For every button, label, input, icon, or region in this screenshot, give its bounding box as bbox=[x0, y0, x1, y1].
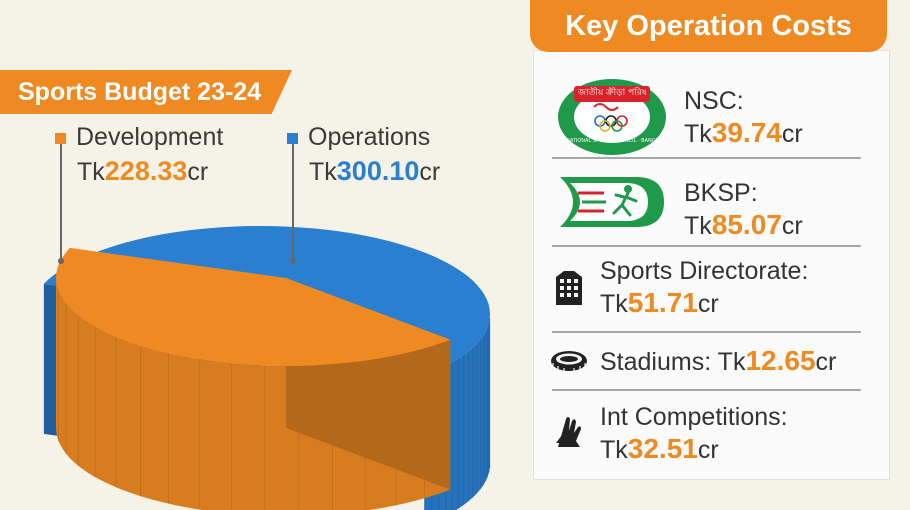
int-competitions-name: Int Competitions: bbox=[600, 403, 788, 431]
legend-development: Development Tk228.33cr bbox=[55, 120, 223, 189]
nsc-name: NSC: bbox=[684, 87, 744, 115]
development-leader-dot bbox=[58, 258, 64, 264]
operations-leader-dot bbox=[290, 258, 296, 264]
bksp-logo-icon bbox=[556, 167, 668, 242]
bksp-prefix: Tk bbox=[684, 212, 712, 240]
nsc-logo-text: জাতীয় ক্রীড়া পরিষদ bbox=[578, 88, 646, 98]
sports-directorate-name: Sports Directorate: bbox=[600, 257, 809, 285]
stadiums-name: Stadiums: bbox=[600, 348, 712, 376]
operations-value: 300.10 bbox=[336, 156, 420, 186]
divider bbox=[552, 331, 861, 333]
bksp-suffix: cr bbox=[781, 212, 803, 240]
pie-top-development bbox=[56, 247, 451, 366]
nsc-value: 39.74 bbox=[711, 117, 782, 148]
panel-title-text: Key Operation Costs bbox=[565, 9, 852, 42]
pie-chart bbox=[43, 225, 491, 510]
nsc-logo-subtext: NATIONAL SPORTS COUNCIL · BANGLADESH bbox=[566, 138, 658, 144]
development-prefix: Tk bbox=[77, 158, 105, 186]
handshake-icon bbox=[552, 413, 586, 454]
sports-directorate-prefix: Tk bbox=[600, 290, 628, 318]
cost-row-nsc: জাতীয় ক্রীড়া পরিষদ NATIONAL SPORTS COU… bbox=[534, 71, 889, 171]
nsc-suffix: cr bbox=[781, 120, 803, 148]
int-competitions-suffix: cr bbox=[697, 436, 719, 464]
bksp-name: BKSP: bbox=[684, 179, 758, 207]
stadiums-prefix: Tk bbox=[717, 348, 746, 376]
key-operation-costs-title: Key Operation Costs bbox=[530, 0, 887, 52]
nsc-logo-icon: জাতীয় ক্রীড়া পরিষদ NATIONAL SPORTS COU… bbox=[556, 77, 668, 162]
nsc-prefix: Tk bbox=[684, 120, 712, 148]
int-competitions-value: 32.51 bbox=[627, 433, 698, 464]
divider bbox=[552, 157, 861, 159]
sports-budget-banner: Sports Budget 23-24 bbox=[0, 70, 292, 114]
sports-directorate-value: 51.71 bbox=[627, 287, 698, 318]
operations-suffix: cr bbox=[419, 158, 441, 186]
operations-label: Operations bbox=[308, 123, 431, 151]
banner-title: Sports Budget 23-24 bbox=[18, 77, 262, 106]
development-swatch bbox=[55, 132, 66, 144]
stadium-icon bbox=[550, 349, 588, 378]
stadiums-value: 12.65 bbox=[745, 345, 816, 376]
development-value: 228.33 bbox=[104, 156, 188, 186]
pie-slice-development bbox=[56, 247, 451, 510]
divider bbox=[552, 245, 861, 247]
stadiums-suffix: cr bbox=[815, 348, 837, 376]
building-icon bbox=[552, 269, 586, 310]
key-operation-costs-panel: জাতীয় ক্রীড়া পরিষদ NATIONAL SPORTS COU… bbox=[533, 50, 890, 480]
development-leader-line bbox=[60, 140, 62, 260]
cost-row-sports-directorate: Sports Directorate: Tk51.71cr bbox=[534, 247, 889, 331]
divider bbox=[552, 389, 861, 391]
operations-leader-line bbox=[292, 140, 294, 260]
development-label: Development bbox=[76, 123, 224, 151]
operations-swatch bbox=[287, 132, 298, 144]
legend-operations: Operations Tk300.10cr bbox=[287, 120, 440, 189]
operations-prefix: Tk bbox=[309, 158, 337, 186]
cost-row-stadiums: Stadiums: Tk12.65cr bbox=[534, 333, 889, 391]
bksp-value: 85.07 bbox=[711, 209, 782, 240]
int-competitions-prefix: Tk bbox=[600, 436, 628, 464]
cost-row-bksp: BKSP: Tk85.07cr bbox=[534, 159, 889, 247]
sports-directorate-suffix: cr bbox=[697, 290, 719, 318]
development-suffix: cr bbox=[187, 158, 209, 186]
cost-row-int-competitions: Int Competitions: Tk32.51cr bbox=[534, 391, 889, 475]
